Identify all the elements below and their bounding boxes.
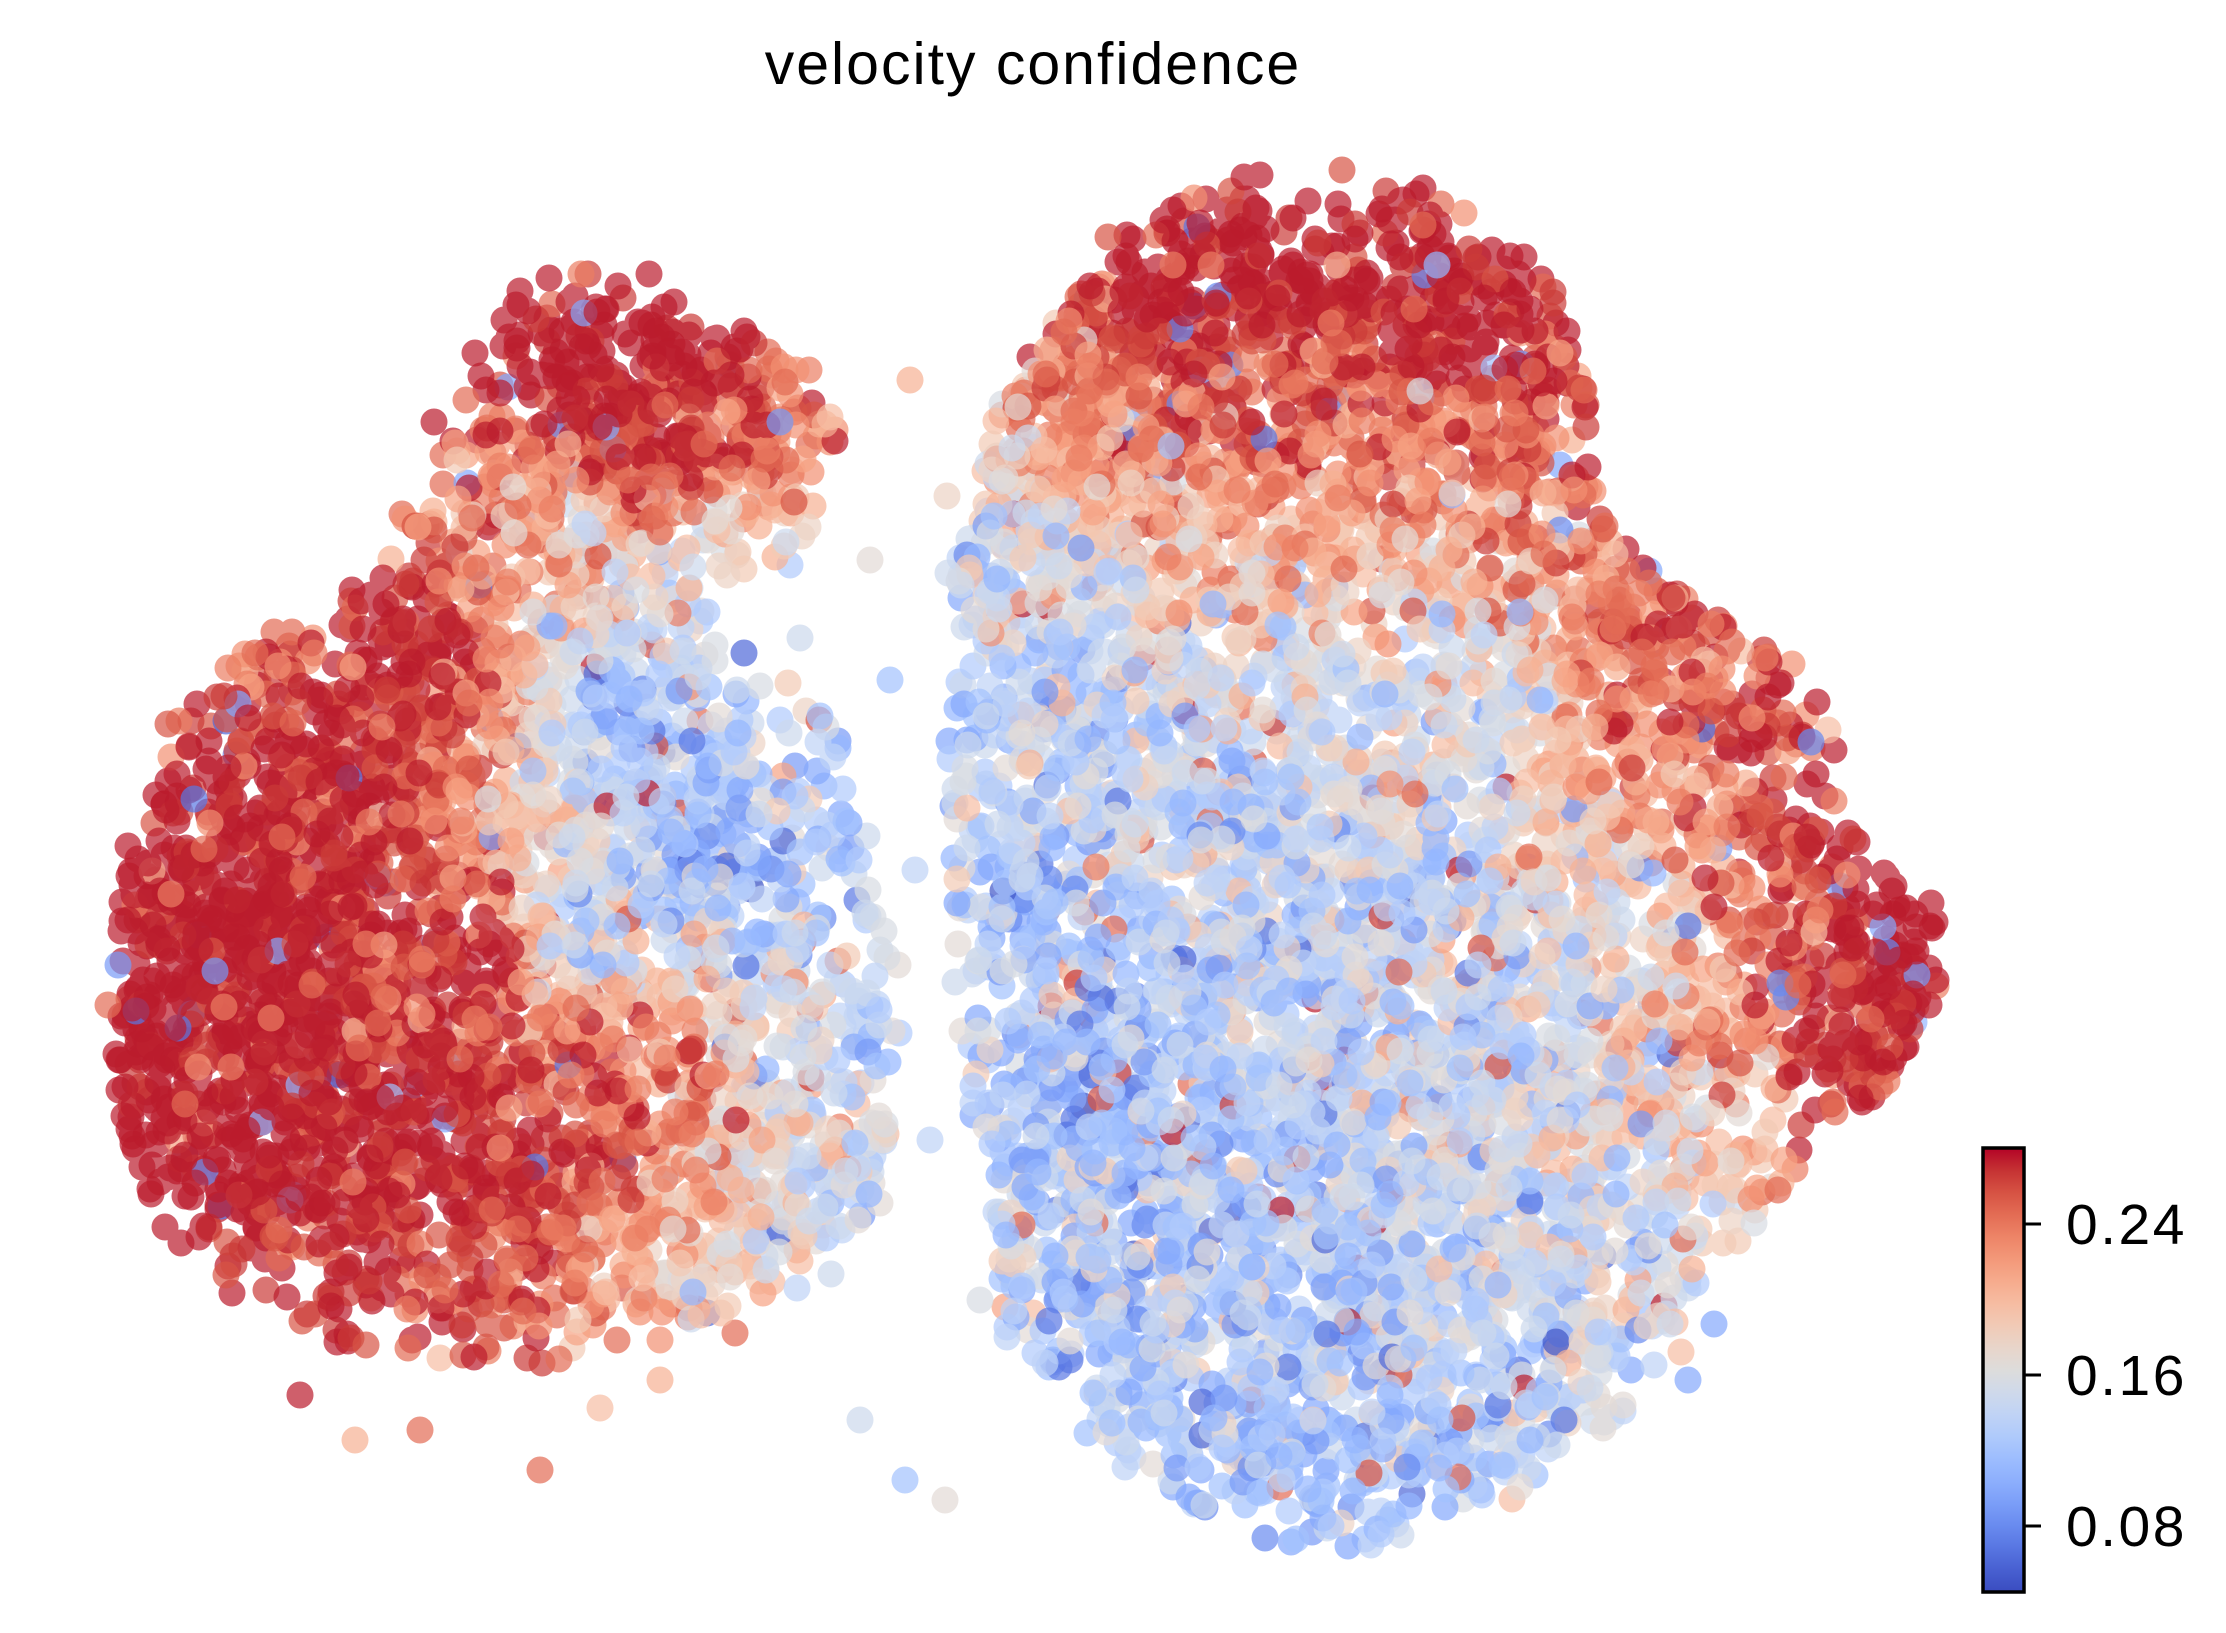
svg-text:0.08: 0.08 — [2066, 1495, 2187, 1559]
svg-text:velocity confidence: velocity confidence — [765, 31, 1302, 97]
svg-text:0.16: 0.16 — [2066, 1344, 2187, 1408]
svg-text:0.24: 0.24 — [2066, 1193, 2187, 1257]
